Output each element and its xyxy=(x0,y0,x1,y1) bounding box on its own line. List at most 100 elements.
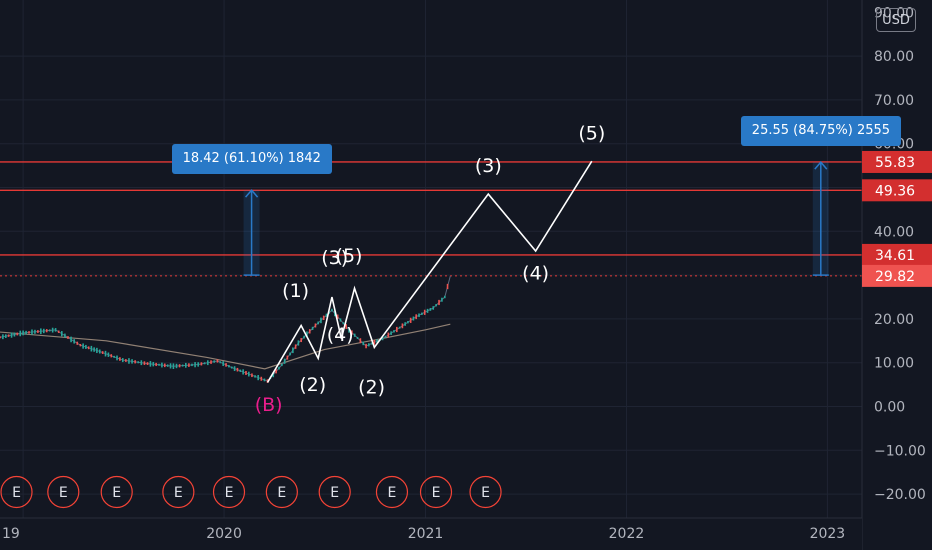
candle xyxy=(146,362,149,365)
candle xyxy=(219,361,222,364)
chart-grid xyxy=(0,0,862,518)
earnings-marker-label: E xyxy=(12,485,21,501)
candle xyxy=(283,358,286,364)
candle xyxy=(368,343,370,347)
earnings-marker-label: E xyxy=(330,485,339,501)
wave-label: (B) xyxy=(255,394,283,416)
candle xyxy=(435,304,437,307)
candle xyxy=(398,326,401,329)
candle xyxy=(191,363,193,367)
candle xyxy=(67,336,69,339)
candle xyxy=(54,328,57,332)
price-series xyxy=(0,275,451,383)
measure-arrows xyxy=(243,160,829,276)
candle xyxy=(351,330,353,335)
candle xyxy=(119,357,121,361)
candle xyxy=(213,360,216,363)
candle xyxy=(421,312,423,315)
candle xyxy=(203,362,206,365)
measure-label: 25.55 (84.75%) 2555 xyxy=(740,116,902,147)
candle xyxy=(149,361,152,367)
earnings-marker-label: E xyxy=(388,485,397,501)
wave-label: (5) xyxy=(578,122,605,144)
price-tick-label: −20.00 xyxy=(874,487,926,503)
level-price-label: 55.83 xyxy=(875,155,915,171)
candle xyxy=(22,330,24,336)
candle xyxy=(34,329,36,334)
candle xyxy=(317,321,319,325)
candle xyxy=(37,330,39,333)
candle xyxy=(143,361,146,365)
candle xyxy=(336,314,339,319)
candle xyxy=(121,358,124,363)
candle xyxy=(31,329,33,335)
candle xyxy=(345,324,347,329)
candle xyxy=(314,323,317,328)
candle xyxy=(432,306,435,310)
candle xyxy=(158,363,160,366)
candle xyxy=(365,343,367,349)
candle xyxy=(356,336,359,339)
level-price-tag xyxy=(862,264,932,287)
candle xyxy=(2,334,4,340)
candle xyxy=(384,335,387,338)
time-tick-label: 19 xyxy=(2,526,20,542)
candle xyxy=(76,341,79,345)
candle xyxy=(370,342,373,345)
candle xyxy=(222,361,224,366)
earnings-marker xyxy=(47,475,80,509)
earnings-marker xyxy=(419,475,453,509)
candle xyxy=(64,333,66,338)
candle xyxy=(308,329,311,334)
time-axis[interactable]: 2020 2021 2022 2023 19 xyxy=(0,517,862,550)
candle xyxy=(303,335,305,339)
candle xyxy=(134,360,136,364)
time-tick-label: 2023 xyxy=(810,526,846,542)
earnings-marker xyxy=(212,475,246,509)
price-tick-label: 10.00 xyxy=(874,356,914,372)
candle xyxy=(197,362,199,367)
candle xyxy=(110,354,113,358)
candle xyxy=(140,360,143,366)
candle xyxy=(216,359,219,363)
candle xyxy=(239,369,242,373)
candle xyxy=(331,308,333,312)
candle xyxy=(155,362,157,367)
candle xyxy=(444,295,446,299)
price-tick-label: 70.00 xyxy=(874,93,914,109)
candle xyxy=(381,337,384,341)
candle xyxy=(236,367,239,372)
time-axis-background xyxy=(0,518,862,550)
candle xyxy=(396,326,398,333)
currency-badge[interactable]: USD xyxy=(876,8,916,32)
measure-label: 18.42 (61.10%) 1842 xyxy=(171,144,332,175)
candle xyxy=(13,332,16,337)
candle xyxy=(125,359,127,362)
candle xyxy=(42,328,45,334)
candle xyxy=(128,358,130,364)
candle xyxy=(438,299,440,306)
earnings-marker-label: E xyxy=(432,485,441,501)
candle xyxy=(292,347,294,354)
candle xyxy=(225,363,227,367)
candle xyxy=(188,363,190,367)
candle xyxy=(306,331,308,338)
price-line xyxy=(0,275,451,382)
candle xyxy=(333,310,336,317)
candle xyxy=(289,352,291,356)
candle xyxy=(7,334,10,337)
price-tick-label: 20.00 xyxy=(874,312,914,328)
candle xyxy=(373,339,376,345)
price-axis[interactable]: 80.0070.0060.0050.0040.0030.0020.0010.00… xyxy=(861,0,932,550)
candle xyxy=(4,334,7,339)
candle xyxy=(113,355,115,358)
candle xyxy=(82,343,84,349)
wave-label: (3) xyxy=(475,155,502,177)
price-tick-label: 0.00 xyxy=(874,400,905,416)
candle xyxy=(362,341,365,346)
candle xyxy=(294,344,297,349)
candle xyxy=(101,351,104,354)
candle xyxy=(184,362,187,368)
price-tick-label: 80.00 xyxy=(874,49,914,65)
